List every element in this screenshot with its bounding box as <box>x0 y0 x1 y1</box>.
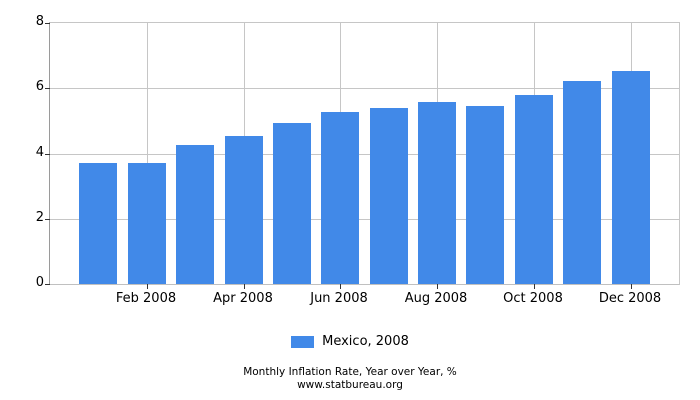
bar-may-2008 <box>273 123 311 284</box>
bar-sep-2008 <box>466 106 504 284</box>
y-axis-label: 8 <box>35 14 44 29</box>
bar-oct-2008 <box>515 95 553 284</box>
horizontal-gridline <box>50 219 679 220</box>
x-axis-label: Jun 2008 <box>310 291 368 306</box>
x-tick <box>437 284 438 289</box>
x-axis-label: Oct 2008 <box>503 291 563 306</box>
x-tick <box>340 284 341 289</box>
x-axis-label: Feb 2008 <box>115 291 177 306</box>
y-tick <box>45 284 50 285</box>
x-tick <box>244 284 245 289</box>
chart-source: www.statbureau.org <box>297 378 403 391</box>
bar-nov-2008 <box>563 81 601 284</box>
y-tick <box>45 88 50 89</box>
legend: Mexico, 2008 <box>0 334 700 349</box>
bar-jul-2008 <box>370 108 408 284</box>
y-axis-label: 6 <box>35 79 44 94</box>
legend-swatch <box>291 335 315 348</box>
plot-area <box>45 22 680 289</box>
y-axis-label: 4 <box>35 145 44 160</box>
y-tick <box>45 154 50 155</box>
bar-mar-2008 <box>176 145 214 284</box>
horizontal-gridline <box>50 88 679 89</box>
bar-apr-2008 <box>225 136 263 284</box>
chart-title: Monthly Inflation Rate, Year over Year, … <box>243 366 457 378</box>
bar-aug-2008 <box>418 102 456 284</box>
legend-label: Mexico, 2008 <box>322 334 409 349</box>
y-axis-label: 2 <box>35 210 44 225</box>
bar-feb-2008 <box>128 163 166 284</box>
y-axis-label: 0 <box>35 275 44 290</box>
x-tick <box>147 284 148 289</box>
y-tick <box>45 23 50 24</box>
x-tick <box>631 284 632 289</box>
y-tick <box>45 219 50 220</box>
bar-dec-2008 <box>612 71 650 284</box>
x-tick <box>534 284 535 289</box>
bar-jun-2008 <box>321 112 359 284</box>
vertical-gridline <box>147 23 148 284</box>
bar-jan-2008 <box>79 163 117 284</box>
x-axis-label: Dec 2008 <box>598 291 662 306</box>
x-axis-label: Apr 2008 <box>213 291 273 306</box>
chart-footer: Monthly Inflation Rate, Year over Year, … <box>0 366 700 391</box>
x-axis-label: Aug 2008 <box>404 291 468 306</box>
horizontal-gridline <box>50 154 679 155</box>
